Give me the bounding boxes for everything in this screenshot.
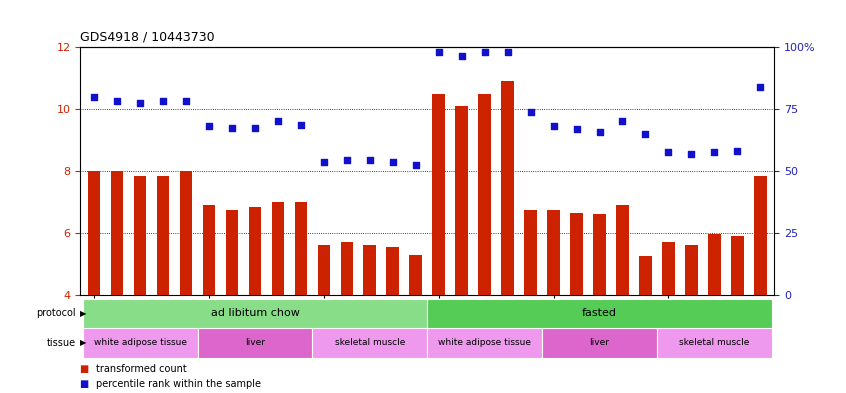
Text: tissue: tissue [47,338,76,348]
Text: protocol: protocol [36,309,76,318]
Point [294,121,308,128]
Bar [685,245,698,295]
Point [593,129,607,136]
Bar [547,209,560,295]
Bar [525,209,537,295]
Point [157,98,170,105]
Bar [593,214,606,295]
Bar [179,171,192,295]
Point [524,109,537,115]
Text: white adipose tissue: white adipose tissue [438,338,531,347]
Text: liver: liver [245,338,265,347]
Bar [432,94,445,295]
Point [478,49,492,55]
Text: fasted: fasted [582,309,617,318]
Point [639,130,652,137]
Bar [409,255,422,295]
Bar [294,202,307,295]
Bar [364,245,376,295]
Point [110,98,124,105]
Bar [639,256,651,295]
Point [134,100,147,106]
Bar [88,171,101,295]
Bar [340,242,353,295]
Point [248,125,261,131]
Bar [157,176,169,295]
Text: skeletal muscle: skeletal muscle [679,338,750,347]
Point [317,158,331,165]
Text: skeletal muscle: skeletal muscle [335,338,405,347]
Bar [203,205,216,295]
Point [616,118,629,125]
Bar [657,328,772,358]
Text: liver: liver [590,338,609,347]
Bar [754,176,766,295]
Point [547,123,560,129]
Point [684,151,698,157]
Bar [502,81,514,295]
Bar [662,242,675,295]
Point [272,118,285,125]
Bar [111,171,124,295]
Point [225,125,239,131]
Text: transformed count: transformed count [96,364,186,374]
Point [340,157,354,163]
Bar [427,299,772,328]
Bar [427,328,542,358]
Point [432,49,446,55]
Bar [83,299,427,328]
Point [707,149,721,156]
Point [409,162,422,168]
Bar [226,209,239,295]
Bar [387,247,399,295]
Text: ▶: ▶ [80,309,86,318]
Point [363,157,376,163]
Bar [83,328,197,358]
Point [179,98,193,105]
Text: ■: ■ [80,379,93,389]
Point [501,49,514,55]
Text: ▶: ▶ [80,338,86,347]
Point [662,149,675,156]
Bar [317,245,330,295]
Bar [312,328,427,358]
Text: ■: ■ [80,364,93,374]
Bar [731,236,744,295]
Bar [616,205,629,295]
Bar [134,176,146,295]
Text: ad libitum chow: ad libitum chow [211,309,299,318]
Point [202,123,216,129]
Point [569,126,583,132]
Point [731,148,744,154]
Text: percentile rank within the sample: percentile rank within the sample [96,379,261,389]
Point [87,94,101,100]
Bar [197,328,312,358]
Point [386,158,399,165]
Text: GDS4918 / 10443730: GDS4918 / 10443730 [80,30,215,43]
Bar [272,202,284,295]
Bar [478,94,491,295]
Text: white adipose tissue: white adipose tissue [94,338,187,347]
Point [455,53,469,60]
Bar [708,234,721,295]
Bar [570,213,583,295]
Point [754,84,767,90]
Bar [249,207,261,295]
Bar [455,106,468,295]
Bar [542,328,657,358]
